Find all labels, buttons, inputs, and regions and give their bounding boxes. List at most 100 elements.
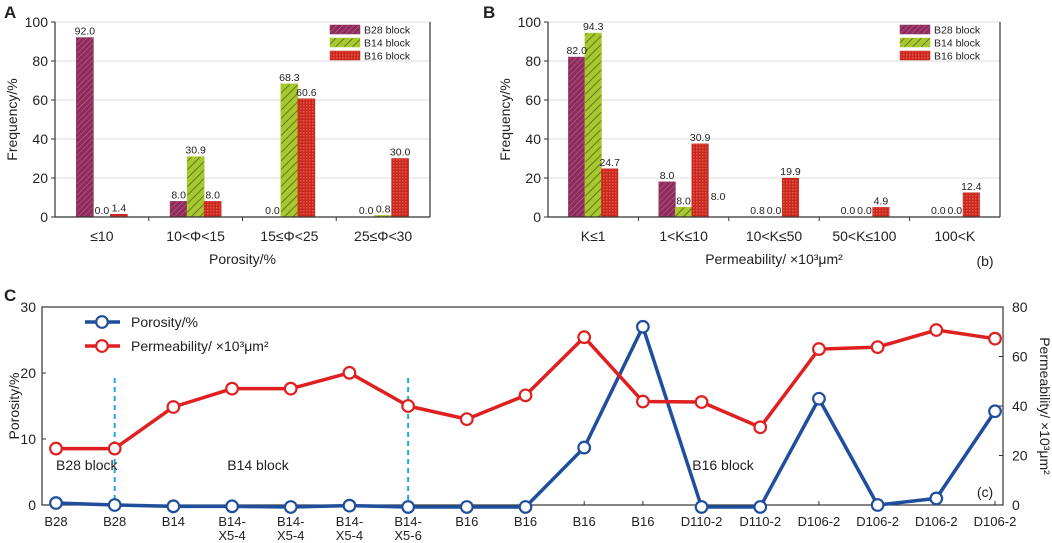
bar-b14-block [584, 32, 602, 218]
x-tick-label: X5-6 [394, 528, 421, 543]
data-label: 30.0 [390, 147, 411, 159]
y-right-tick-label: 0 [1012, 497, 1020, 513]
legend-swatch [899, 50, 931, 61]
block-label: B14 block [227, 457, 289, 473]
y-tick-label: 0 [40, 209, 48, 225]
data-label: 0.8 [376, 203, 391, 215]
series-1-point [49, 441, 63, 456]
bar-b16-block [297, 98, 316, 218]
y-tick-label: 100 [25, 14, 49, 30]
series-0-point [870, 498, 885, 512]
x-tick-label: 1<K≤10 [659, 228, 708, 244]
series-0-point [225, 499, 239, 514]
chart-panel-a: 92.00.0 1.48.030.98.00.068.360.60.0 0.830.… [4, 14, 431, 267]
x-tick-label: B16 [455, 514, 478, 529]
x-axis-label: Permeability/ ×10³μm² [705, 251, 843, 267]
y-tick-label: 20 [32, 170, 48, 186]
data-label: 8.0 [676, 195, 691, 207]
data-label: 0.0 [841, 205, 856, 217]
series-1-point [988, 331, 1002, 346]
block-label: B28 block [56, 457, 118, 473]
y-axis-label: Frequency/% [497, 78, 513, 160]
data-label: 8.0 [660, 170, 675, 182]
series-1-point [166, 400, 181, 414]
x-tick-label: X5-4 [336, 528, 363, 543]
y-tick-label: 60 [32, 92, 48, 108]
legend-label: B14 block [364, 38, 411, 50]
x-tick-label: D110-2 [681, 514, 723, 529]
y-tick-label: 30 [20, 299, 36, 315]
chart-panel-c: 0 10 20 30 0 20 40 60 80 Porosity/% Permeability/ … [6, 299, 1052, 543]
x-tick-label: 100<K [934, 228, 976, 244]
bar-b16-block [781, 177, 800, 218]
y-tick-label: 60 [525, 92, 541, 108]
x-tick-label: B14- [336, 514, 363, 529]
legend-swatch [899, 37, 931, 48]
x-tick-label: B14- [277, 514, 304, 529]
y-tick-label: 10 [20, 431, 36, 447]
data-label: 0.0 [359, 205, 374, 217]
x-tick-label: B28 [44, 514, 67, 529]
data-label: 30.9 [690, 132, 711, 144]
bar-b16-block [691, 143, 709, 218]
data-label: 0.0 [947, 205, 962, 217]
bar-b16-block [203, 201, 222, 218]
series-1-point [753, 420, 768, 435]
data-label: 24.7 [599, 157, 620, 169]
x-tick-label: B28 [103, 514, 126, 529]
bar-b28-block [169, 201, 188, 218]
series-0-point [635, 319, 650, 334]
x-tick-label: B16 [631, 514, 654, 529]
corner-label: (c) [977, 484, 993, 500]
x-tick-label: K≤1 [581, 228, 606, 244]
x-tick-label: 10<Φ<15 [166, 228, 225, 244]
data-label: 30.9 [185, 145, 206, 157]
y-axis-label: Frequency/% [4, 78, 20, 160]
x-tick-label: B14- [218, 514, 245, 529]
y-right-tick-label: 40 [1012, 398, 1028, 414]
data-label: 0.0 [931, 205, 946, 217]
series-0-point [577, 440, 592, 455]
series-1-point [635, 394, 650, 409]
y-tick-label: 100 [518, 14, 542, 30]
bar-b16-block [962, 192, 980, 218]
y-tick-label: 80 [32, 53, 48, 69]
series-1-point [812, 342, 826, 356]
legend-swatch [329, 24, 361, 35]
corner-label: (b) [976, 253, 993, 269]
y-axis-label: Porosity/% [6, 373, 22, 440]
panel-letter-c: C [4, 286, 16, 305]
data-label: 92.0 [75, 26, 96, 38]
legend-swatch [329, 50, 361, 61]
x-tick-label: 10<K≤50 [746, 228, 803, 244]
legend-label: B14 block [934, 38, 981, 50]
series-1-point [870, 340, 885, 354]
x-tick-label: 50<K≤100 [832, 228, 896, 244]
series-1-point [518, 388, 533, 403]
legend-marker [95, 339, 109, 353]
x-tick-label: B14- [394, 514, 421, 529]
data-label: 0.0 [265, 205, 280, 217]
y-right-axis-label: Permeability/ ×10³μm² [1037, 337, 1052, 475]
legend-label: Porosity/% [131, 314, 198, 330]
y-tick-label: 80 [525, 53, 541, 69]
y-tick-label: 20 [525, 170, 541, 186]
series-1-point [283, 381, 298, 396]
data-label: 0.0 [95, 205, 110, 217]
legend-label: B16 block [934, 51, 981, 63]
data-label: 94.3 [583, 21, 604, 33]
legend-label: B16 block [364, 51, 411, 63]
series-1-point [459, 412, 474, 427]
data-label: 4.9 [874, 195, 889, 207]
legend-label: B28 block [934, 25, 981, 37]
bar-b28-block [568, 56, 586, 218]
data-label: 68.3 [279, 72, 300, 84]
y-right-tick-label: 80 [1012, 299, 1028, 315]
series-1-point [401, 399, 416, 413]
x-tick-label: D110-2 [739, 514, 781, 529]
x-tick-label: 15≤Φ<25 [260, 228, 318, 244]
series-0-point [929, 491, 944, 506]
data-label: 12.4 [961, 181, 982, 193]
chart-panel-b: 82.094.324.78.08.030.90.8 0.019.90.0 0.04.… [497, 14, 1001, 269]
